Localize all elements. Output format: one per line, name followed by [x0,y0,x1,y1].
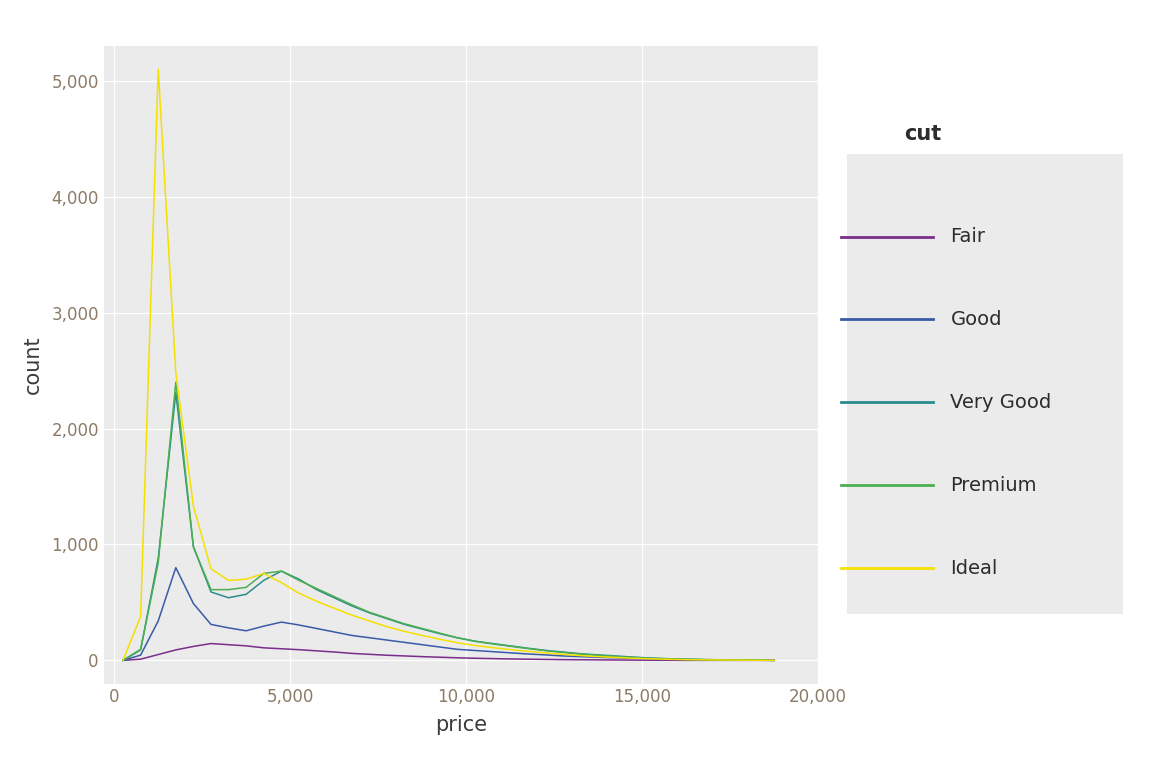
X-axis label: price: price [434,715,487,735]
FancyBboxPatch shape [847,154,1123,614]
Text: cut: cut [904,124,941,144]
Text: Premium: Premium [950,476,1037,495]
Text: Ideal: Ideal [950,559,998,578]
Text: Fair: Fair [950,227,985,246]
Text: Very Good: Very Good [950,393,1052,412]
Y-axis label: count: count [23,336,43,394]
Text: Good: Good [950,310,1002,329]
